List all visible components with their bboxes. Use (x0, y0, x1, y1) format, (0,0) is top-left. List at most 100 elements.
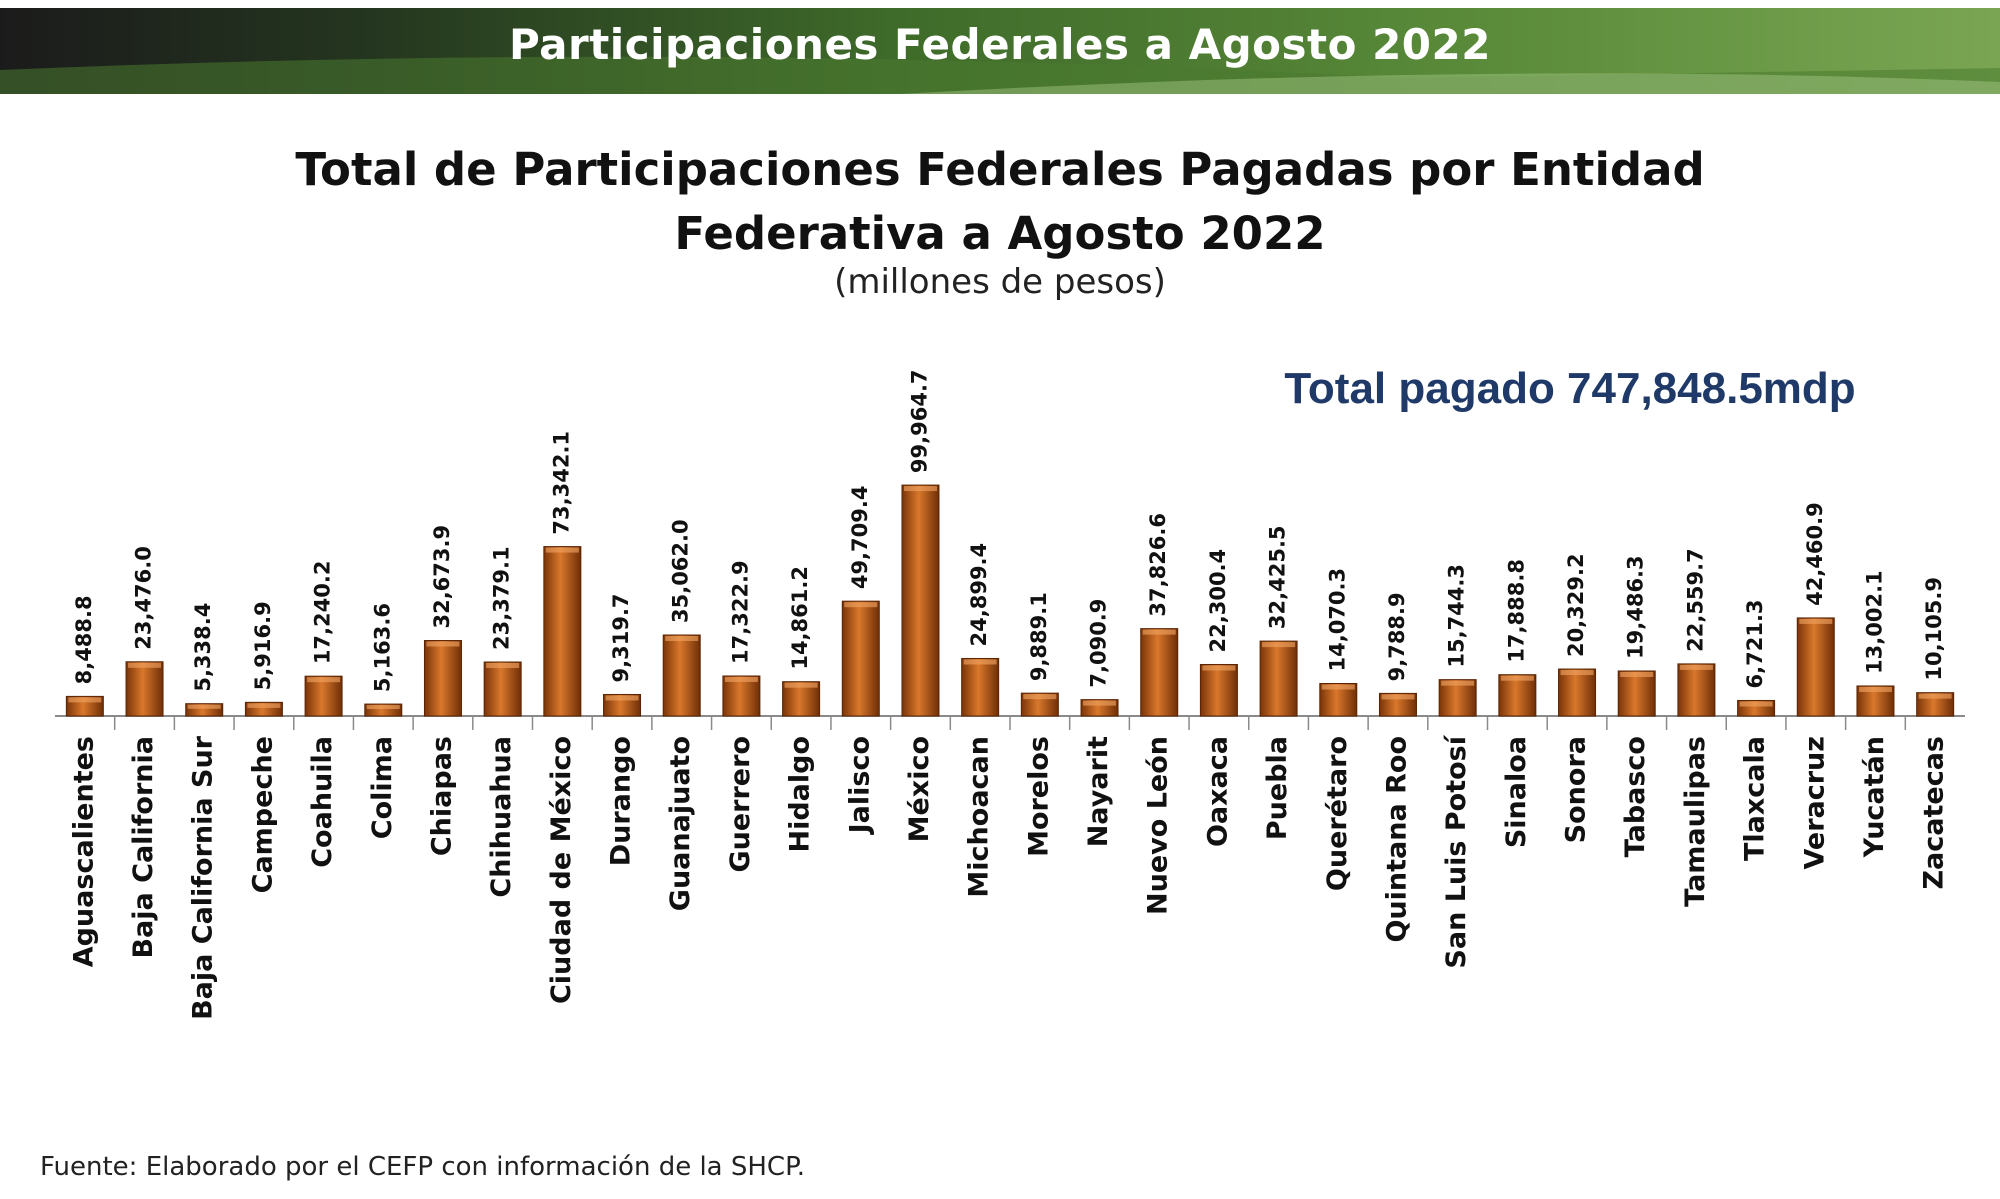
bar (1498, 674, 1537, 717)
bar-highlight (1142, 629, 1176, 635)
bar (1438, 679, 1477, 717)
category-label: Aguascalientes (68, 736, 99, 967)
category-label: Puebla (1262, 736, 1293, 840)
bar-value-label: 14,070.3 (1325, 568, 1349, 672)
bar (961, 657, 1000, 717)
bar-highlight (247, 703, 281, 708)
bar (1796, 617, 1835, 717)
category-label: Querétaro (1322, 736, 1353, 891)
bar-value-label: 17,888.8 (1504, 559, 1528, 663)
category-label: Colima (367, 736, 398, 839)
category-label: México (904, 736, 935, 842)
bar-value-label: 99,964.7 (907, 369, 931, 473)
bar-highlight (1739, 701, 1773, 707)
bar-value-label: 23,476.0 (132, 546, 156, 650)
bar (1259, 640, 1298, 717)
bar-highlight (724, 676, 758, 682)
category-label: Tamaulipas (1680, 736, 1711, 907)
bar (1677, 663, 1716, 717)
bar-value-label: 22,559.7 (1683, 548, 1707, 652)
bar-value-label: 5,163.6 (370, 603, 394, 692)
bar-highlight (1620, 671, 1654, 677)
bar-highlight (1023, 694, 1057, 700)
bar-value-label: 5,338.4 (191, 603, 215, 692)
bar-value-label: 17,322.9 (728, 560, 752, 664)
bar-highlight (1262, 642, 1296, 648)
category-label: Zacatecas (1919, 736, 1950, 890)
bar-highlight (1441, 680, 1475, 686)
bar-highlight (1679, 664, 1713, 670)
category-label: Baja California (128, 736, 159, 959)
category-label: Tabasco (1620, 736, 1651, 857)
bar-highlight (545, 547, 579, 553)
bar-highlight (605, 695, 639, 701)
bar-highlight (187, 704, 221, 709)
bar-highlight (426, 641, 460, 647)
bar-value-label: 9,889.1 (1027, 592, 1051, 681)
bar-highlight (963, 659, 997, 665)
bar-value-label: 42,460.9 (1803, 502, 1827, 606)
category-label: Sonora (1561, 736, 1592, 843)
banner-title: Participaciones Federales a Agosto 2022 (509, 20, 1491, 69)
bar-highlight (1799, 618, 1833, 624)
bar-highlight (1202, 665, 1236, 671)
category-label: Durango (606, 736, 637, 866)
category-label: Yucatán (1859, 736, 1890, 858)
bar (1617, 670, 1656, 717)
bar (722, 675, 761, 717)
category-label: Jalisco (844, 736, 875, 835)
bar-value-label: 8,488.8 (72, 595, 96, 684)
category-label: San Luis Potosí (1441, 734, 1472, 968)
bar-highlight (1500, 675, 1534, 681)
category-label: Quintana Roo (1381, 736, 1412, 943)
bar (662, 634, 701, 717)
bar-value-label: 9,319.7 (609, 593, 633, 682)
bar (364, 703, 403, 717)
chart-subtitle: (millones de pesos) (834, 262, 1166, 302)
bar-value-label: 35,062.0 (669, 519, 693, 623)
bar (901, 484, 940, 717)
bar-highlight (1381, 694, 1415, 700)
bar-value-label: 24,899.4 (967, 543, 991, 647)
bar (304, 675, 343, 717)
chart-title-line-2: Federativa a Agosto 2022 (674, 207, 1326, 260)
bar-value-label: 7,090.9 (1087, 599, 1111, 688)
bar-value-label: 15,744.3 (1445, 564, 1469, 668)
category-label: Veracruz (1799, 736, 1830, 870)
bar-highlight (1321, 684, 1355, 690)
bar-highlight (844, 602, 878, 608)
total-paid-label: Total pagado 747,848.5mdp (1284, 364, 1856, 413)
bar-value-label: 32,673.9 (430, 525, 454, 629)
bar-value-label: 49,709.4 (848, 486, 872, 590)
category-label: Morelos (1023, 736, 1054, 857)
category-label: Coahuila (307, 736, 338, 868)
bar-value-label: 22,300.4 (1206, 549, 1230, 653)
bar-value-label: 6,721.3 (1743, 599, 1767, 688)
bar-highlight (1918, 693, 1952, 699)
category-label: Chiapas (426, 736, 457, 856)
bar-value-label: 19,486.3 (1624, 555, 1648, 659)
bar-value-label: 73,342.1 (549, 431, 573, 535)
bar-highlight (903, 486, 937, 492)
category-label: Campeche (247, 736, 278, 893)
category-label: Tlaxcala (1740, 736, 1771, 861)
category-label: Nuevo León (1143, 736, 1174, 915)
bar-value-label: 23,379.1 (490, 546, 514, 650)
bar-highlight (366, 705, 400, 710)
bar-value-label: 10,105.9 (1922, 577, 1946, 681)
category-label: Guerrero (725, 736, 756, 873)
bar-highlight (1858, 686, 1892, 692)
bar-highlight (1560, 670, 1594, 676)
bar-highlight (1083, 700, 1117, 706)
category-label: Baja California Sur (188, 735, 219, 1020)
bar-value-label: 14,861.2 (788, 566, 812, 670)
category-label: Oaxaca (1202, 736, 1233, 847)
header-banner (0, 8, 2000, 94)
bar-value-label: 20,329.2 (1564, 553, 1588, 657)
category-label: Nayarit (1083, 736, 1114, 847)
chart-title-line-1: Total de Participaciones Federales Pagad… (295, 143, 1705, 196)
bar (1140, 628, 1179, 717)
bar-highlight (665, 636, 699, 642)
category-label: Michoacan (964, 736, 995, 898)
